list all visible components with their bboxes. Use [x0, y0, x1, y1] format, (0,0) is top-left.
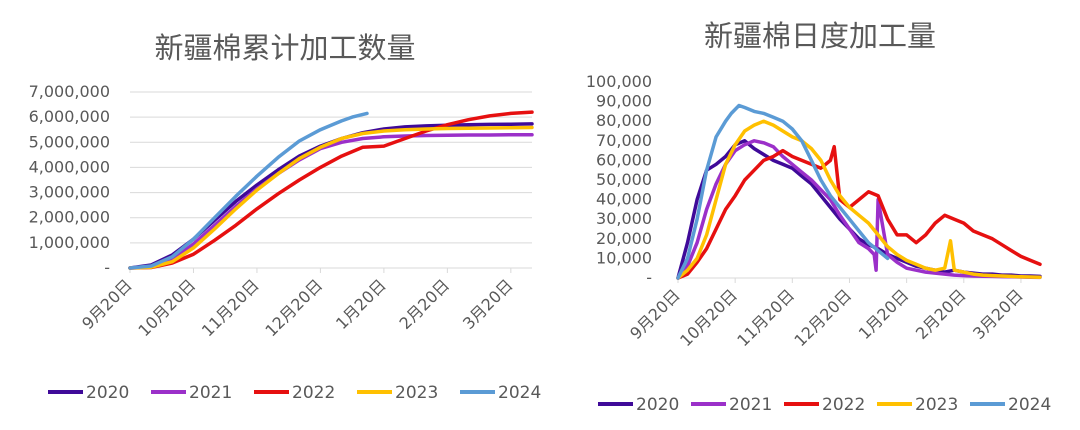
daily-legend-label-2020: 2020 — [636, 395, 679, 415]
cumulative-x-tick-label: 12月20日 — [261, 275, 326, 340]
daily-chart-title: 新疆棉日度加工量 — [704, 19, 936, 53]
cumulative-y-tick-label: 3,000,000 — [29, 183, 110, 202]
daily-chart: 新疆棉日度加工量 -10,00020,00030,00040,00050,000… — [586, 19, 1051, 415]
cumulative-x-tick-label: 2月20日 — [396, 275, 454, 333]
daily-series-lines — [676, 103, 1042, 280]
daily-legend-label-2021: 2021 — [729, 395, 772, 415]
daily-x-tick-label: 1月20日 — [855, 285, 913, 343]
daily-y-tick-label: 60,000 — [596, 150, 652, 169]
daily-y-tick-label: 30,000 — [596, 209, 652, 228]
cumulative-chart: 新疆棉累计加工数量 - 1,000,000 2,000,000 3,000,000 4,… — [29, 31, 542, 403]
daily-series-2023 — [676, 119, 1042, 280]
daily-x-tick-label: 10月20日 — [676, 285, 741, 350]
cumulative-legend-label-2024: 2024 — [498, 383, 541, 403]
cumulative-y-tick-label: 6,000,000 — [29, 107, 110, 126]
cumulative-series-2022 — [128, 110, 534, 270]
daily-x-tick-label: 3月20日 — [969, 285, 1027, 343]
cumulative-y-tick-label: 7,000,000 — [29, 82, 110, 101]
daily-legend: 2020 2021 2022 2023 2024 — [598, 395, 1051, 415]
daily-x-tick-label: 12月20日 — [790, 285, 855, 350]
daily-y-axis: -10,00020,00030,00040,00050,00060,00070,… — [586, 72, 652, 287]
cumulative-y-tick-label: - — [104, 258, 110, 277]
cumulative-legend-label-2022: 2022 — [292, 383, 335, 403]
cumulative-series-2024 — [128, 111, 369, 270]
daily-x-tick-label: 11月20日 — [733, 285, 798, 350]
cumulative-legend-label-2021: 2021 — [189, 383, 232, 403]
daily-y-tick-label: 90,000 — [596, 92, 652, 111]
cumulative-y-tick-label: 5,000,000 — [29, 132, 110, 151]
daily-x-tick-label: 2月20日 — [912, 285, 970, 343]
daily-y-tick-label: 10,000 — [596, 248, 652, 267]
cumulative-y-tick-label: 1,000,000 — [29, 233, 110, 252]
daily-y-tick-label: 50,000 — [596, 170, 652, 189]
cumulative-chart-title: 新疆棉累计加工数量 — [154, 31, 415, 65]
cumulative-y-axis: - 1,000,000 2,000,000 3,000,000 4,000,000 5,0… — [29, 82, 110, 277]
cumulative-series-2023 — [128, 125, 534, 270]
cumulative-series-lines — [128, 110, 534, 270]
daily-y-tick-label: 40,000 — [596, 190, 652, 209]
cumulative-x-tick-label: 11月20日 — [198, 275, 263, 340]
cumulative-y-tick-label: 4,000,000 — [29, 157, 110, 176]
daily-series-2020 — [676, 139, 1042, 280]
cumulative-legend-label-2020: 2020 — [86, 383, 129, 403]
cumulative-x-tick-label: 10月20日 — [134, 275, 199, 340]
daily-y-tick-label: 80,000 — [596, 111, 652, 130]
daily-series-2024 — [676, 103, 890, 280]
daily-x-tick-label: 9月20日 — [626, 285, 684, 343]
cumulative-series-2021 — [128, 132, 534, 270]
daily-y-tick-label: 100,000 — [586, 72, 652, 91]
daily-series-2022 — [676, 144, 1042, 280]
cumulative-x-tick-label: 9月20日 — [78, 275, 136, 333]
daily-legend-label-2024: 2024 — [1008, 395, 1051, 415]
cumulative-y-tick-label: 2,000,000 — [29, 208, 110, 227]
daily-y-tick-label: 70,000 — [596, 131, 652, 150]
cumulative-legend-label-2023: 2023 — [395, 383, 438, 403]
cumulative-x-tick-label: 1月20日 — [332, 275, 390, 333]
daily-legend-label-2023: 2023 — [915, 395, 958, 415]
cumulative-x-tick-label: 3月20日 — [459, 275, 517, 333]
daily-legend-label-2022: 2022 — [822, 395, 865, 415]
daily-y-tick-label: 20,000 — [596, 229, 652, 248]
daily-series-2021 — [676, 139, 1042, 280]
cumulative-legend: 2020 2021 2022 2023 2024 — [48, 383, 541, 403]
daily-y-tick-label: - — [646, 268, 652, 287]
